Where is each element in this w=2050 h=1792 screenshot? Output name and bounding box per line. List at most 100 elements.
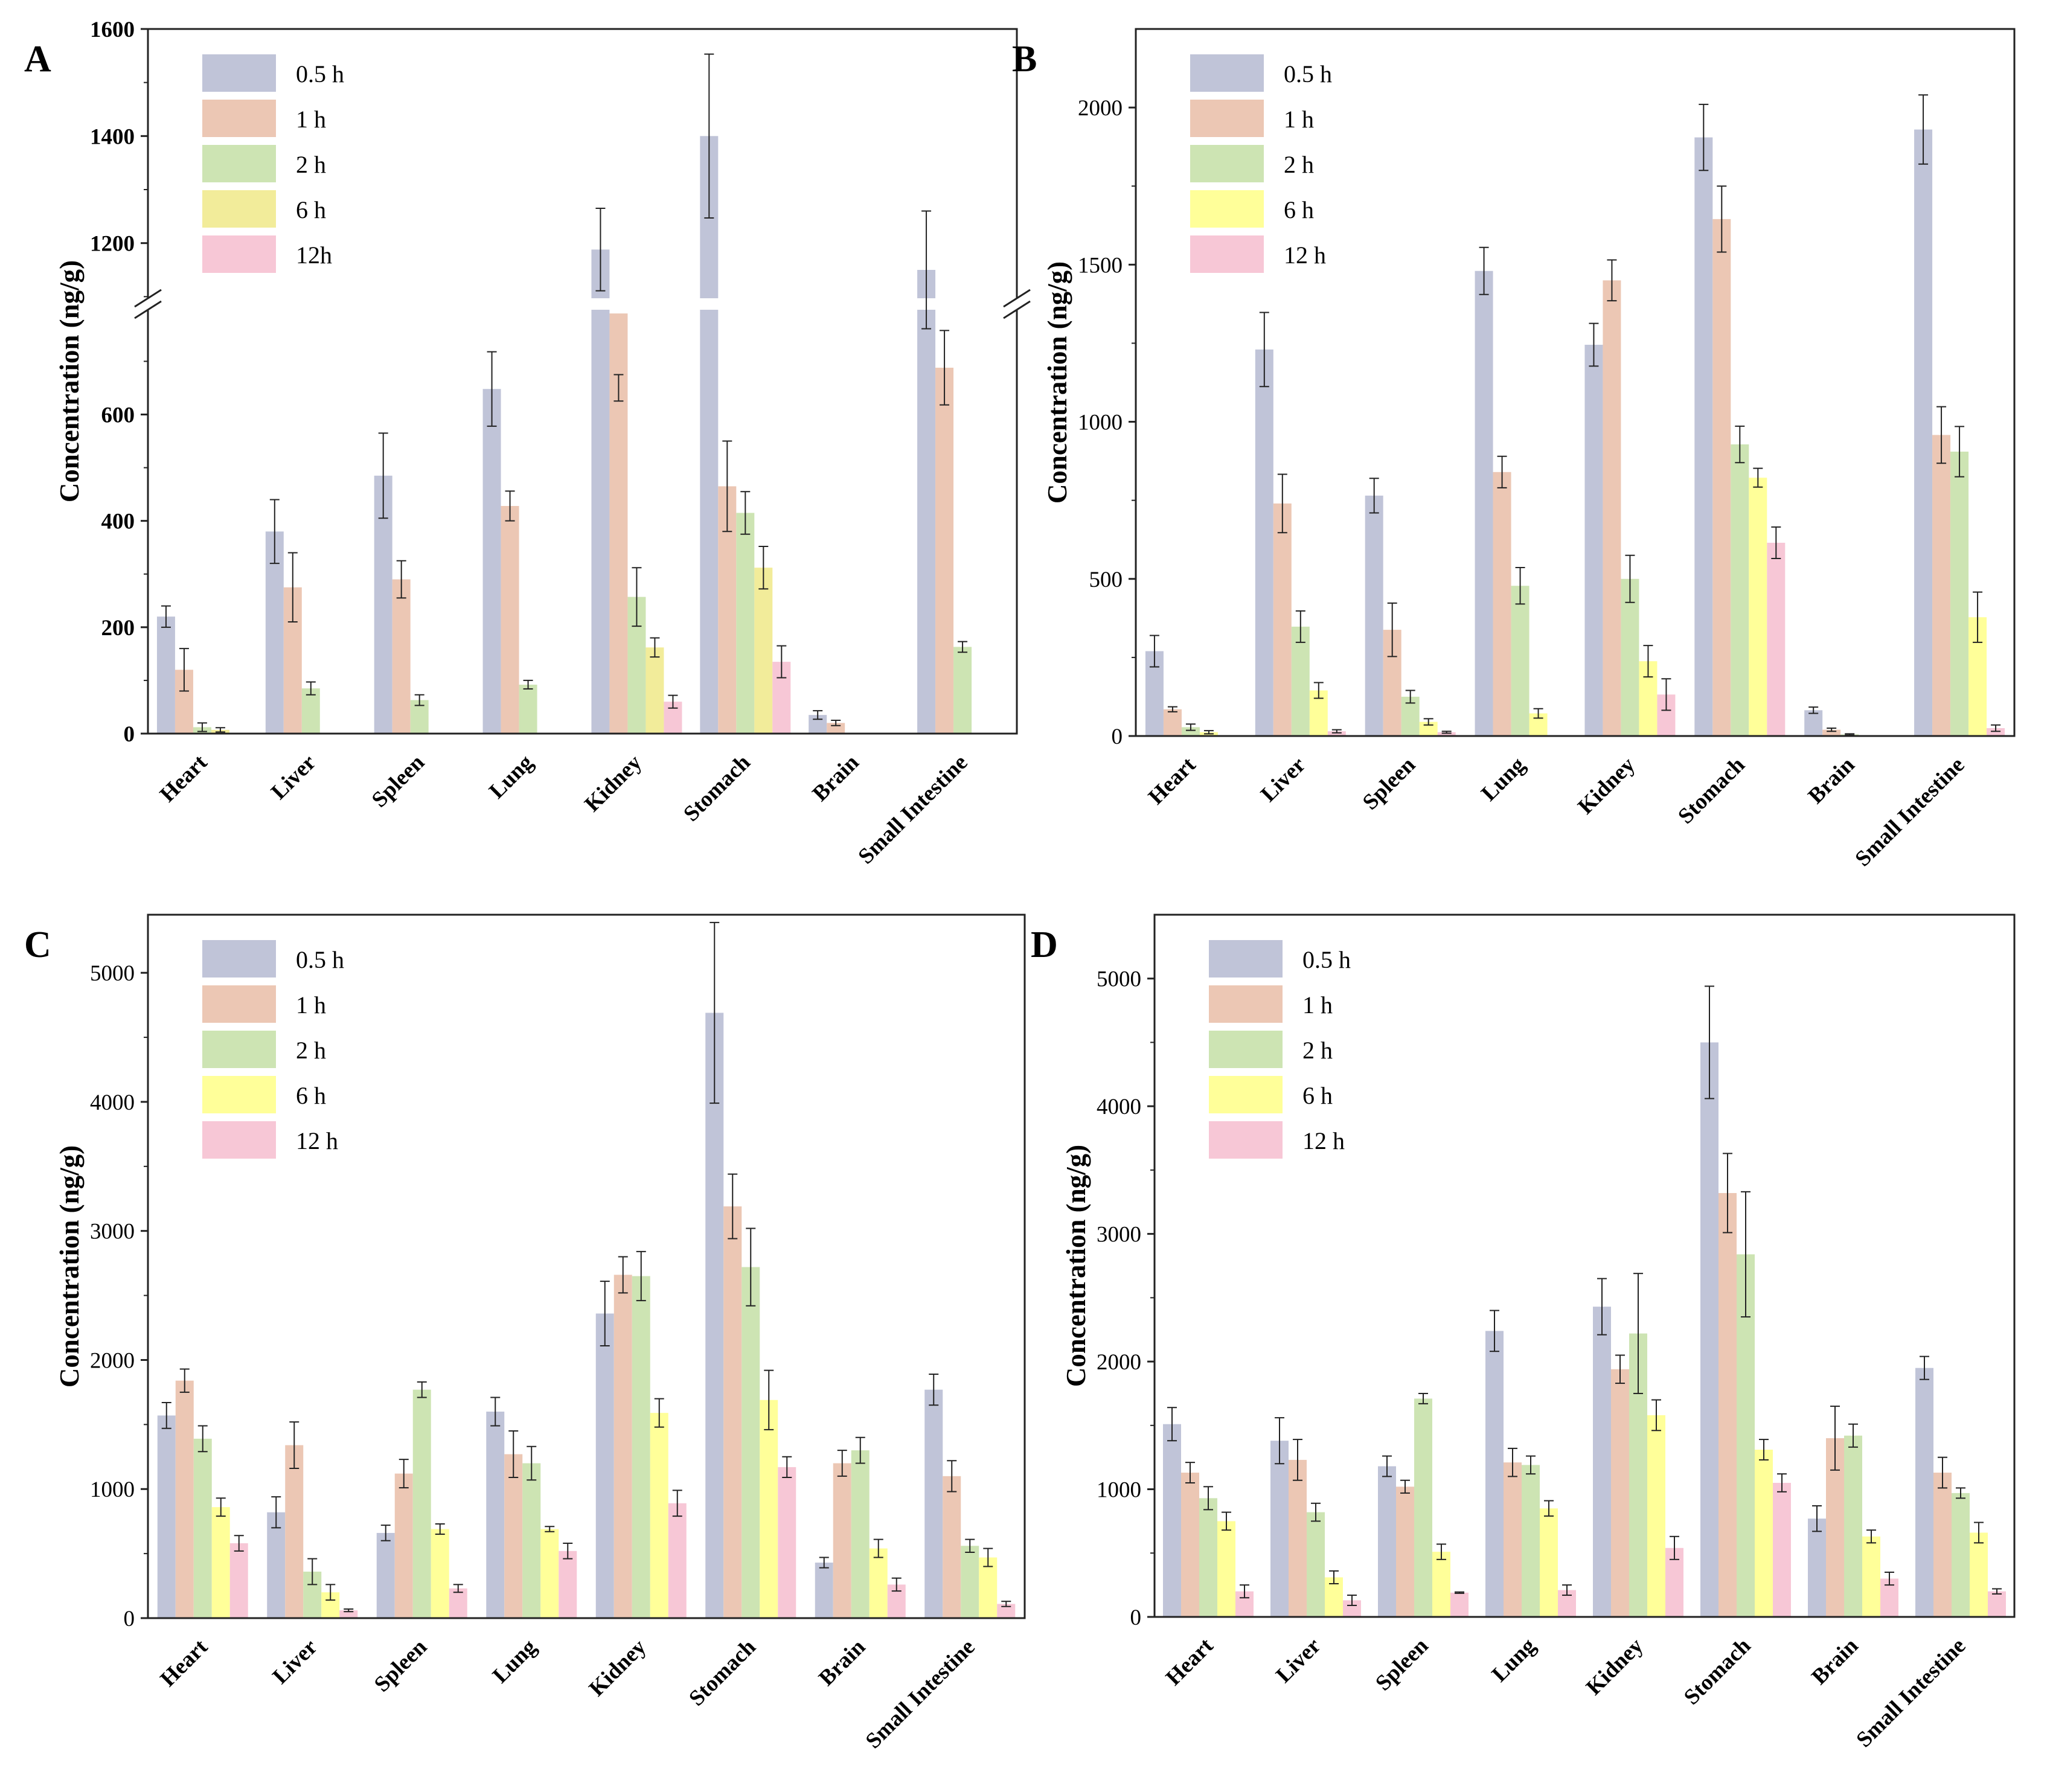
bar [833, 1463, 851, 1618]
bar [1327, 731, 1346, 736]
bar [1914, 129, 1933, 736]
bar [1755, 1449, 1773, 1617]
bar [1988, 1591, 2006, 1617]
bar [1307, 1512, 1325, 1617]
x-category-label: Kidney [580, 750, 647, 817]
bar [924, 1389, 943, 1618]
bar [449, 1588, 467, 1618]
bar [1291, 626, 1310, 736]
bar [1199, 1498, 1217, 1617]
bar [1700, 1042, 1718, 1617]
bar [1647, 1415, 1665, 1617]
y-tick-label: 0 [1130, 1605, 1142, 1630]
bar [1181, 727, 1200, 736]
y-tick-label: 1200 [90, 232, 135, 257]
x-category-label: Stomach [679, 750, 755, 827]
legend-swatch [1209, 1076, 1283, 1113]
legend: 0.5 h 1 h 2 h 6 h 12 h [1190, 54, 1332, 273]
bar [1437, 732, 1456, 736]
legend-swatch [202, 190, 276, 228]
bar [522, 1463, 541, 1618]
bar [917, 310, 936, 734]
bar [613, 1275, 632, 1618]
bar [754, 568, 773, 734]
y-axis-title: Concentration (ng/g) [54, 260, 85, 502]
y-tick-label: 400 [101, 510, 135, 534]
bar [1767, 542, 1786, 736]
bar [486, 1411, 505, 1618]
x-category-label: Kidney [1581, 1633, 1648, 1700]
x-category-label: Spleen [1358, 752, 1420, 814]
bar [943, 1476, 961, 1618]
bar [645, 647, 664, 734]
bar [392, 579, 411, 734]
bar [1844, 1435, 1862, 1617]
plot-frame [147, 914, 1026, 1619]
y-tick-label: 0 [124, 722, 135, 747]
bar [1822, 729, 1841, 736]
x-category-label: Heart [155, 750, 213, 807]
x-category-label: Lung [488, 1634, 542, 1688]
y-tick-label: 1000 [90, 1477, 135, 1502]
legend-label: 6 h [296, 196, 326, 223]
bar [1773, 1482, 1791, 1617]
bar [851, 1450, 870, 1618]
y-tick-label: 2000 [1097, 1350, 1141, 1375]
legend-swatch [202, 235, 276, 273]
bar [193, 1438, 212, 1618]
panel-label: C [24, 924, 51, 965]
bar [1712, 219, 1731, 736]
bar [1731, 444, 1749, 736]
x-category-label: Brain [808, 750, 864, 806]
bar [1932, 435, 1951, 736]
x-category-label: Lung [1476, 752, 1530, 806]
bar [1952, 1493, 1970, 1617]
legend-label: 1 h [1302, 991, 1333, 1019]
x-category-label: Kidney [1573, 752, 1640, 819]
bar [301, 688, 320, 734]
bar [501, 506, 519, 734]
bar [760, 1400, 778, 1618]
x-category-label: Spleen [367, 750, 429, 812]
x-category-label: Liver [266, 750, 321, 804]
legend-label: 6 h [296, 1082, 326, 1109]
bar [1396, 1486, 1414, 1617]
legend-label: 1 h [1284, 106, 1314, 133]
bar [1862, 1536, 1880, 1617]
legend-swatch [1190, 54, 1264, 92]
x-category-label: Small Intestine [1851, 752, 1970, 871]
bar [591, 310, 610, 734]
bar [736, 513, 755, 734]
legend-swatch [1209, 940, 1283, 978]
bar [339, 1610, 358, 1618]
legend-label: 2 h [1284, 151, 1314, 178]
bar [1808, 1518, 1826, 1617]
bar [267, 1512, 286, 1618]
x-category-label: Liver [268, 1634, 322, 1689]
axis-break-mark [1003, 289, 1031, 308]
axis-break-mark [134, 300, 162, 319]
axis-break-mark [1003, 300, 1031, 319]
bar [869, 1548, 888, 1618]
bar [1414, 1398, 1432, 1617]
legend-swatch [202, 100, 276, 137]
bar [1511, 586, 1529, 736]
legend-swatch [1209, 985, 1283, 1023]
y-tick-label: 1600 [90, 18, 135, 42]
bar [1987, 728, 2005, 736]
bar [961, 1546, 979, 1618]
y-tick-label: 600 [101, 403, 135, 428]
bar [1749, 478, 1767, 736]
bar [1270, 1441, 1289, 1617]
bar [1163, 1424, 1181, 1617]
bar [1432, 1552, 1450, 1617]
legend-swatch [1190, 190, 1264, 228]
bar [519, 684, 537, 734]
bar [265, 531, 284, 734]
y-tick-label: 2000 [1078, 96, 1123, 121]
y-tick-label: 1000 [1078, 411, 1123, 435]
legend-label: 12h [296, 242, 332, 269]
bar [540, 1529, 559, 1618]
y-tick-label: 3000 [1097, 1223, 1141, 1247]
bar [1603, 280, 1621, 736]
